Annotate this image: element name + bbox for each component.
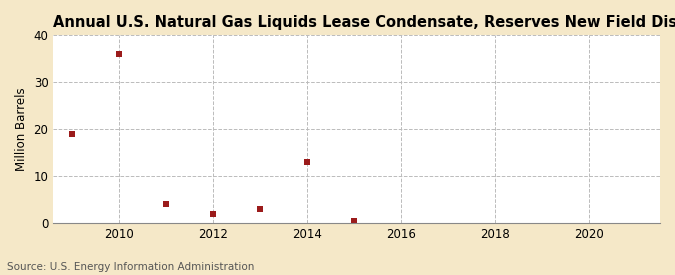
Y-axis label: Million Barrels: Million Barrels bbox=[15, 87, 28, 171]
Text: Annual U.S. Natural Gas Liquids Lease Condensate, Reserves New Field Discoveries: Annual U.S. Natural Gas Liquids Lease Co… bbox=[53, 15, 675, 30]
Text: Source: U.S. Energy Information Administration: Source: U.S. Energy Information Administ… bbox=[7, 262, 254, 272]
